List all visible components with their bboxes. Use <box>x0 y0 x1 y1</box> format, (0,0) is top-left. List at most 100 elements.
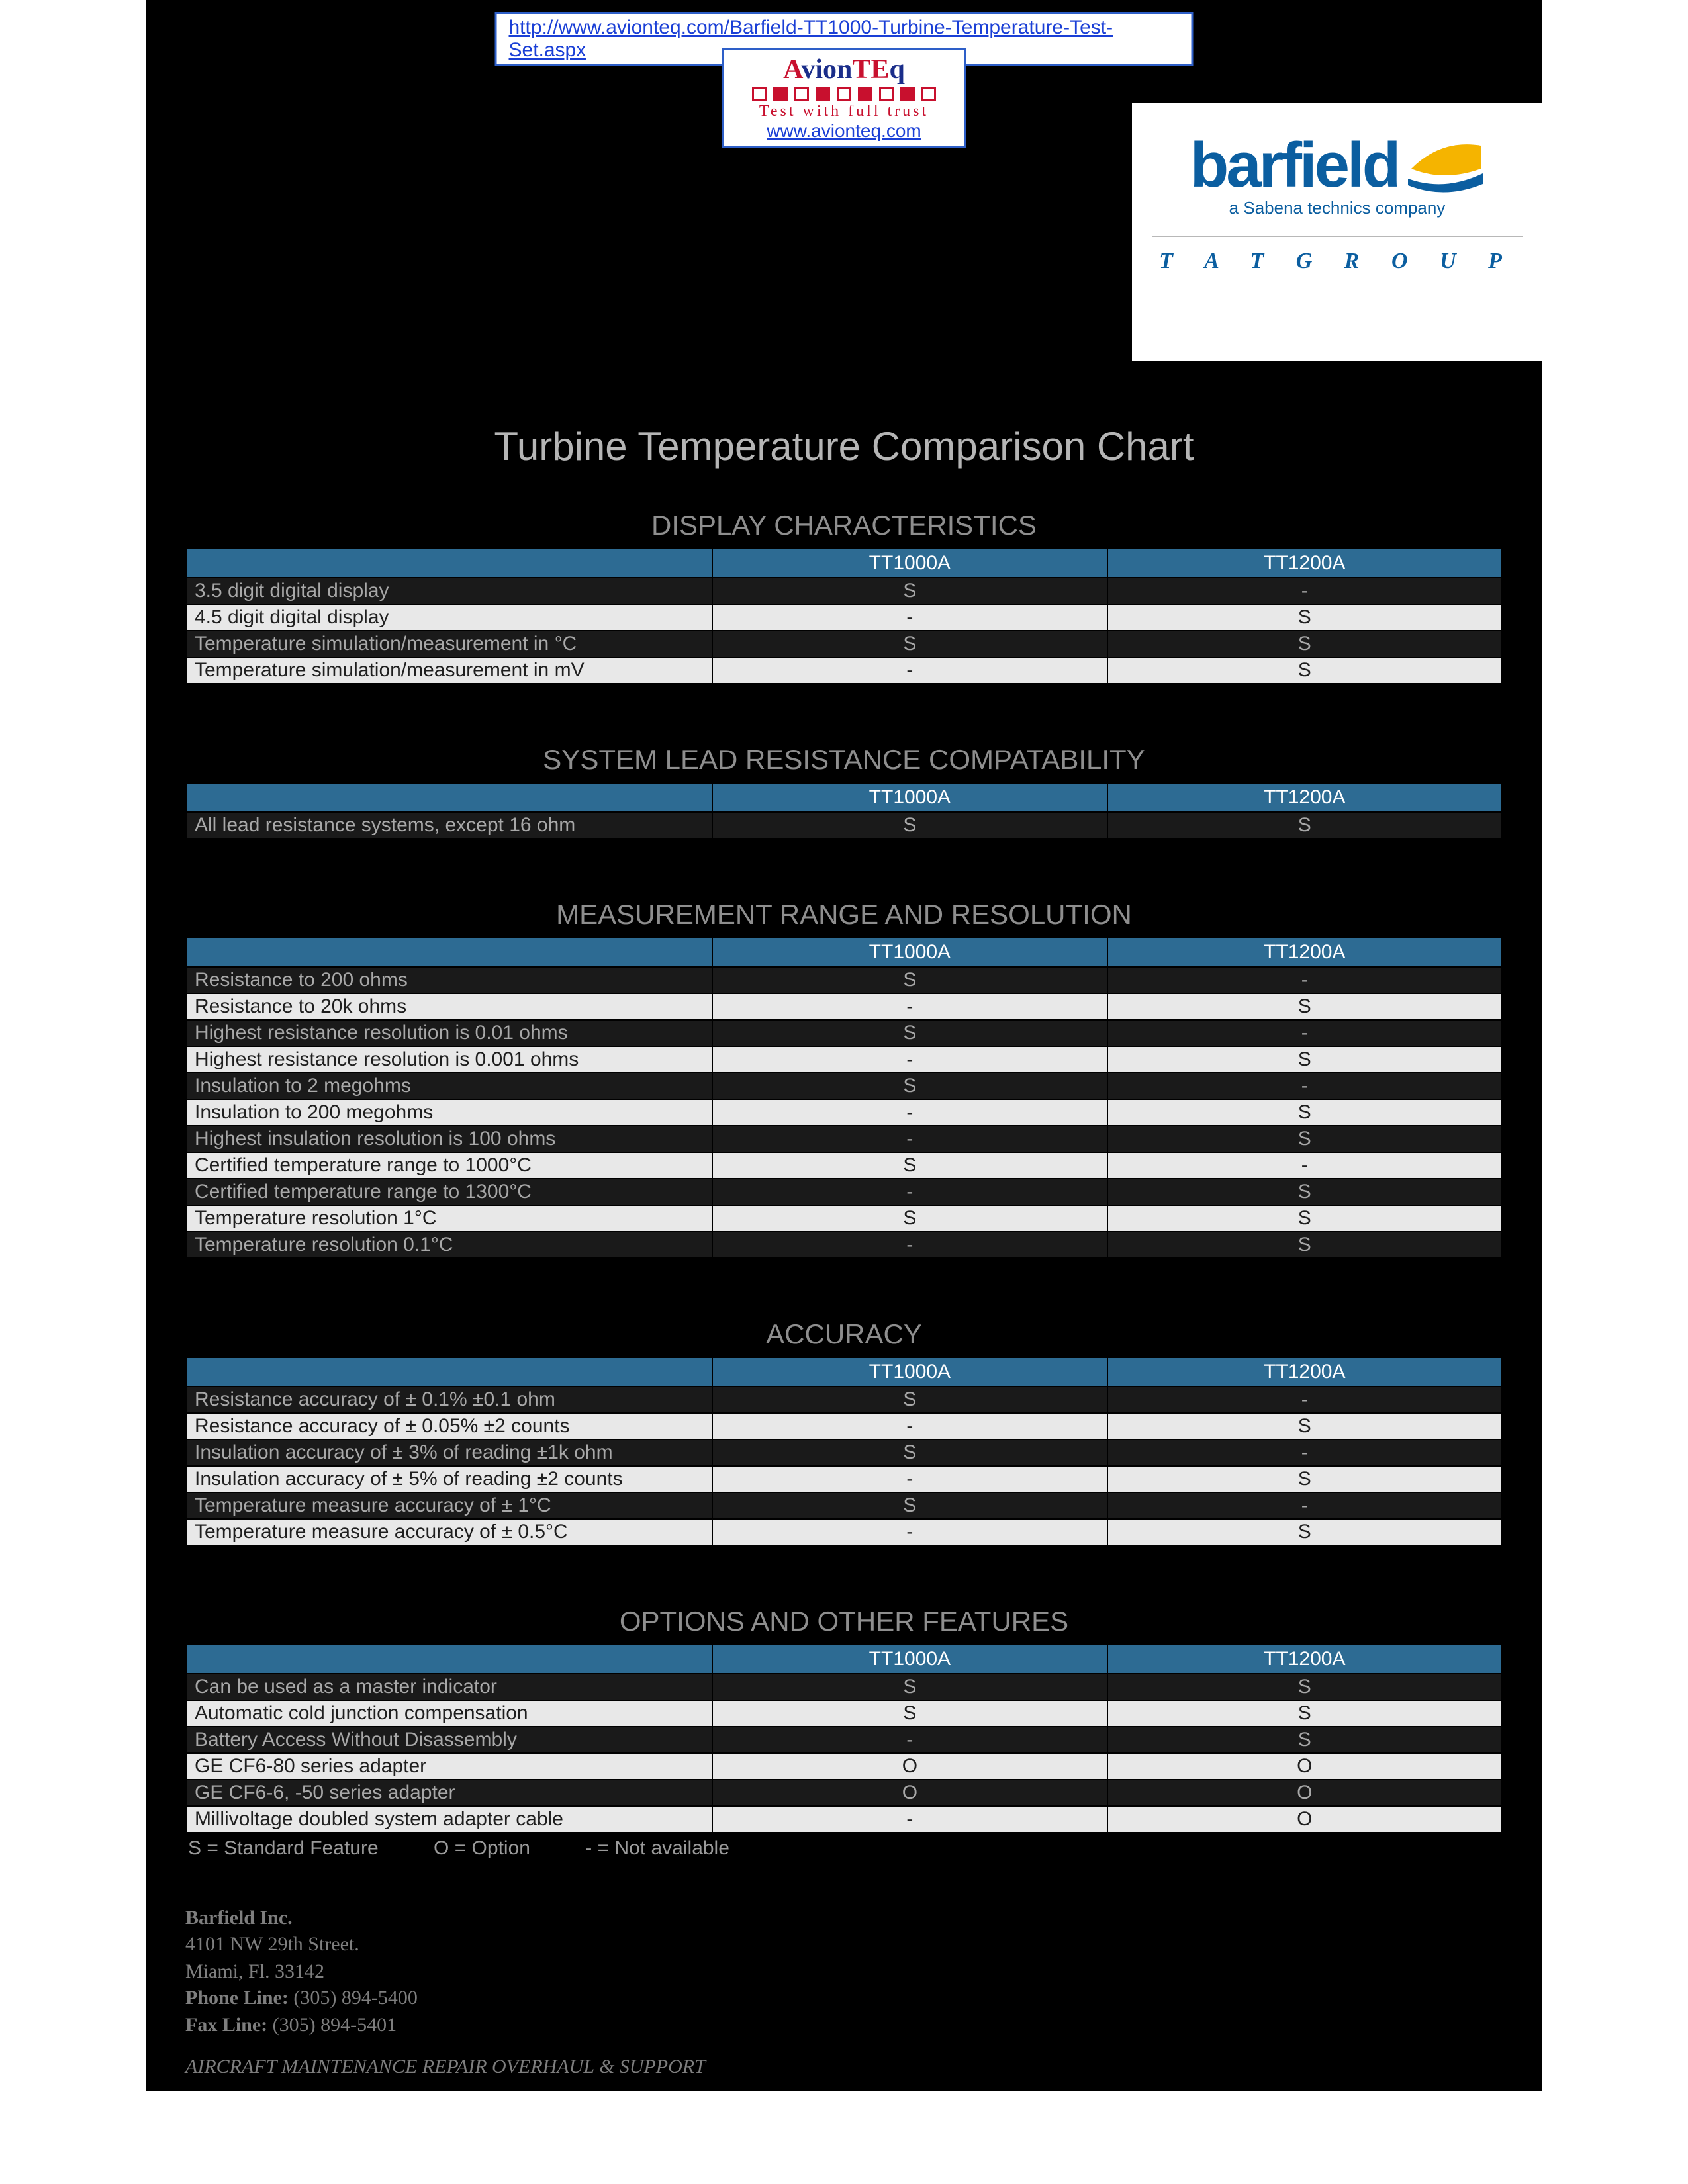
content-region: http://www.avionteq.com/Barfield-TT1000-… <box>146 0 1542 2091</box>
table-row: Battery Access Without Disassembly-S <box>186 1727 1502 1753</box>
row-value: S <box>712 1439 1107 1466</box>
sections-container: DISPLAY CHARACTERISTICSTT1000ATT1200A3.5… <box>185 510 1503 1919</box>
row-value: S <box>1107 993 1502 1020</box>
comparison-section: DISPLAY CHARACTERISTICS TT1000ATT1200A3.5… <box>185 510 1503 684</box>
table-row: Highest insulation resolution is 100 ohm… <box>186 1126 1502 1152</box>
comparison-section: MEASUREMENT RANGE AND RESOLUTIONTT1000AT… <box>185 899 1503 1259</box>
table-row: Insulation accuracy of ± 5% of reading ±… <box>186 1466 1502 1492</box>
row-value: - <box>1107 1387 1502 1413</box>
table-row: Certified temperature range to 1000°CS- <box>186 1152 1502 1179</box>
row-label: Temperature measure accuracy of ± 0.5°C <box>186 1519 712 1545</box>
comparison-section: OPTIONS AND OTHER FEATURESTT1000ATT1200A… <box>185 1606 1503 1860</box>
barfield-logo-card: barfield a Sabena technics company T A T… <box>1132 103 1542 361</box>
table-row: Resistance accuracy of ± 0.1% ±0.1 ohmS- <box>186 1387 1502 1413</box>
tat-group-label: T A T G R O U P <box>1152 249 1523 274</box>
row-value: - <box>1107 1020 1502 1046</box>
table-header: TT1000A <box>712 1645 1107 1674</box>
table-row: Temperature resolution 0.1°C-S <box>186 1232 1502 1258</box>
row-value: S <box>712 1674 1107 1700</box>
row-value: O <box>1107 1806 1502 1833</box>
row-value: S <box>1107 1205 1502 1232</box>
footer-address: Barfield Inc. 4101 NW 29th Street. Miami… <box>185 1905 418 2039</box>
row-label: 4.5 digit digital display <box>186 604 712 631</box>
row-value: S <box>1107 604 1502 631</box>
row-label: Automatic cold junction compensation <box>186 1700 712 1727</box>
row-label: Insulation to 2 megohms <box>186 1073 712 1099</box>
table-row: 3.5 digit digital displayS- <box>186 578 1502 604</box>
table-header: TT1000A <box>712 1357 1107 1387</box>
row-label: Resistance to 20k ohms <box>186 993 712 1020</box>
divider <box>1152 236 1523 237</box>
table-row: Temperature resolution 1°CSS <box>186 1205 1502 1232</box>
comparison-section: SYSTEM LEAD RESISTANCE COMPATABILITY TT10… <box>185 744 1503 839</box>
section-title: DISPLAY CHARACTERISTICS <box>185 510 1503 541</box>
comparison-table: TT1000ATT1200A3.5 digit digital displayS… <box>185 548 1503 684</box>
row-value: S <box>712 1020 1107 1046</box>
row-label: GE CF6-6, -50 series adapter <box>186 1780 712 1806</box>
row-label: Millivoltage doubled system adapter cabl… <box>186 1806 712 1833</box>
row-label: Temperature simulation/measurement in °C <box>186 631 712 657</box>
barfield-wordmark: barfield <box>1190 129 1399 202</box>
row-value: S <box>712 967 1107 993</box>
row-value: - <box>712 1727 1107 1753</box>
row-label: All lead resistance systems, except 16 o… <box>186 812 712 839</box>
page-title: Turbine Temperature Comparison Chart <box>146 424 1542 469</box>
row-value: - <box>712 993 1107 1020</box>
row-label: Highest resistance resolution is 0.01 oh… <box>186 1020 712 1046</box>
row-value: S <box>1107 1519 1502 1545</box>
table-header: TT1000A <box>712 938 1107 967</box>
table-header: TT1000A <box>712 549 1107 578</box>
table-row: Resistance accuracy of ± 0.05% ±2 counts… <box>186 1413 1502 1439</box>
row-value: S <box>1107 657 1502 684</box>
row-value: O <box>1107 1753 1502 1780</box>
row-label: Highest insulation resolution is 100 ohm… <box>186 1126 712 1152</box>
section-title: SYSTEM LEAD RESISTANCE COMPATABILITY <box>185 744 1503 776</box>
row-value: S <box>1107 631 1502 657</box>
table-row: Insulation to 200 megohms-S <box>186 1099 1502 1126</box>
row-value: S <box>1107 1179 1502 1205</box>
row-value: S <box>1107 1413 1502 1439</box>
row-label: Insulation accuracy of ± 5% of reading ±… <box>186 1466 712 1492</box>
row-value: S <box>712 578 1107 604</box>
row-label: Insulation to 200 megohms <box>186 1099 712 1126</box>
avionteq-logo-text: AvionTEq <box>724 54 964 85</box>
row-value: S <box>712 1387 1107 1413</box>
section-title: ACCURACY <box>185 1318 1503 1350</box>
row-value: S <box>712 1700 1107 1727</box>
row-label: Battery Access Without Disassembly <box>186 1727 712 1753</box>
barfield-swoosh-icon <box>1405 132 1484 199</box>
row-value: - <box>712 657 1107 684</box>
avionteq-site-link[interactable]: www.avionteq.com <box>767 120 921 141</box>
row-value: - <box>712 1466 1107 1492</box>
table-header: TT1200A <box>1107 1645 1502 1674</box>
row-label: Highest resistance resolution is 0.001 o… <box>186 1046 712 1073</box>
table-row: Resistance to 20k ohms-S <box>186 993 1502 1020</box>
row-value: - <box>1107 1492 1502 1519</box>
row-value: - <box>712 1126 1107 1152</box>
table-header-blank <box>186 783 712 812</box>
row-value: S <box>1107 1099 1502 1126</box>
comparison-table: TT1000ATT1200AAll lead resistance system… <box>185 782 1503 839</box>
row-label: Resistance to 200 ohms <box>186 967 712 993</box>
row-label: Resistance accuracy of ± 0.05% ±2 counts <box>186 1413 712 1439</box>
table-row: Insulation accuracy of ± 3% of reading ±… <box>186 1439 1502 1466</box>
section-title: MEASUREMENT RANGE AND RESOLUTION <box>185 899 1503 931</box>
row-value: O <box>712 1753 1107 1780</box>
row-value: - <box>712 1179 1107 1205</box>
row-value: - <box>712 1099 1107 1126</box>
row-label: Certified temperature range to 1300°C <box>186 1179 712 1205</box>
footer-company: Barfield Inc. <box>185 1907 293 1929</box>
footer-fax: (305) 894-5401 <box>273 2014 397 2036</box>
avionteq-card: AvionTEq Test with full trust www.aviont… <box>722 48 966 148</box>
table-header: TT1200A <box>1107 938 1502 967</box>
row-value: S <box>1107 1700 1502 1727</box>
footer-city: Miami, Fl. 33142 <box>185 1958 418 1985</box>
table-row: Temperature simulation/measurement in mV… <box>186 657 1502 684</box>
table-row: Resistance to 200 ohmsS- <box>186 967 1502 993</box>
table-row: Temperature simulation/measurement in °C… <box>186 631 1502 657</box>
row-value: O <box>1107 1780 1502 1806</box>
row-value: - <box>1107 578 1502 604</box>
row-value: S <box>712 812 1107 839</box>
table-header: TT1200A <box>1107 783 1502 812</box>
row-value: S <box>712 1205 1107 1232</box>
